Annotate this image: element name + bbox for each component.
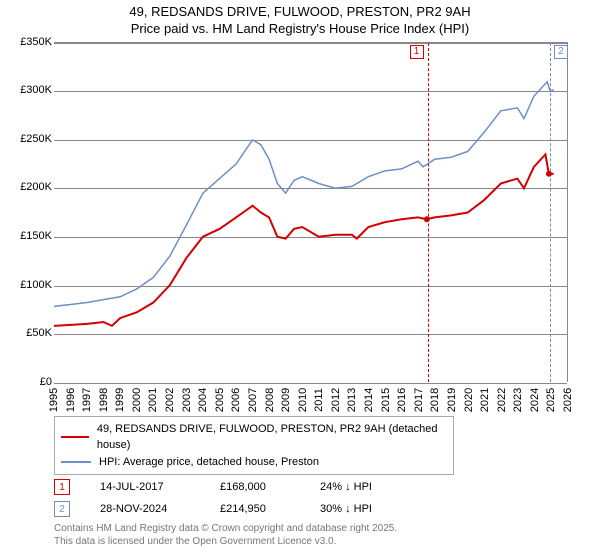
- x-axis-label: 2012: [330, 388, 342, 412]
- marker-box-1: 1: [54, 479, 70, 495]
- x-axis-label: 1999: [114, 388, 126, 412]
- x-axis-label: 1995: [48, 388, 60, 412]
- series-line-1: [54, 82, 554, 307]
- marker-delta-2: 30% ↓ HPI: [320, 503, 410, 515]
- marker-delta-1: 24% ↓ HPI: [320, 481, 410, 493]
- marker-row-1: 1 14-JUL-2017 £168,000 24% ↓ HPI: [54, 479, 592, 495]
- x-axis-label: 2004: [197, 388, 209, 412]
- chart-area: £0£50K£100K£150K£200K£250K£300K£350K 12 …: [8, 42, 568, 412]
- attribution: Contains HM Land Registry data © Crown c…: [54, 523, 592, 548]
- x-axis-label: 2016: [396, 388, 408, 412]
- x-axis-label: 2011: [313, 388, 325, 412]
- x-axis-label: 2015: [380, 388, 392, 412]
- x-axis-label: 1998: [98, 388, 110, 412]
- marker-table: 1 14-JUL-2017 £168,000 24% ↓ HPI 2 28-NO…: [54, 479, 592, 517]
- legend-row-series-1: HPI: Average price, detached house, Pres…: [61, 454, 447, 471]
- x-axis-label: 2014: [363, 388, 375, 412]
- x-axis-label: 2006: [230, 388, 242, 412]
- x-axis-label: 2025: [545, 388, 557, 412]
- marker-box-2: 2: [54, 501, 70, 517]
- legend-row-series-0: 49, REDSANDS DRIVE, FULWOOD, PRESTON, PR…: [61, 421, 447, 454]
- x-axis-label: 2020: [463, 388, 475, 412]
- legend-label-1: HPI: Average price, detached house, Pres…: [99, 454, 319, 471]
- legend-label-0: 49, REDSANDS DRIVE, FULWOOD, PRESTON, PR…: [97, 421, 447, 454]
- marker-date-1: 14-JUL-2017: [100, 481, 190, 493]
- x-axis-label: 2026: [562, 388, 574, 412]
- x-axis-label: 2017: [413, 388, 425, 412]
- x-axis-label: 1997: [81, 388, 93, 412]
- y-axis-label: £50K: [8, 327, 52, 339]
- y-axis-label: £100K: [8, 279, 52, 291]
- x-axis-label: 1996: [65, 388, 77, 412]
- legend-swatch-1: [61, 461, 91, 463]
- x-axis-label: 2005: [214, 388, 226, 412]
- x-axis-label: 2021: [479, 388, 491, 412]
- x-axis-label: 2002: [164, 388, 176, 412]
- attribution-line-1: Contains HM Land Registry data © Crown c…: [54, 523, 592, 536]
- title-line-2: Price paid vs. HM Land Registry's House …: [8, 21, 592, 38]
- series-line-0: [54, 154, 554, 325]
- x-axis-label: 2013: [346, 388, 358, 412]
- x-axis-label: 2009: [280, 388, 292, 412]
- x-axis-label: 2019: [446, 388, 458, 412]
- legend-swatch-0: [61, 436, 89, 438]
- x-axis-label: 2018: [429, 388, 441, 412]
- marker-price-1: £168,000: [220, 481, 290, 493]
- x-axis-label: 2001: [147, 388, 159, 412]
- plot: 12: [54, 42, 568, 382]
- x-axis-label: 2007: [247, 388, 259, 412]
- y-axis-label: £300K: [8, 84, 52, 96]
- marker-date-2: 28-NOV-2024: [100, 503, 190, 515]
- x-axis-label: 2008: [264, 388, 276, 412]
- x-axis-label: 2022: [496, 388, 508, 412]
- marker-row-2: 2 28-NOV-2024 £214,950 30% ↓ HPI: [54, 501, 592, 517]
- marker-price-2: £214,950: [220, 503, 290, 515]
- y-axis-label: £250K: [8, 133, 52, 145]
- chart-title: 49, REDSANDS DRIVE, FULWOOD, PRESTON, PR…: [8, 4, 592, 38]
- legend: 49, REDSANDS DRIVE, FULWOOD, PRESTON, PR…: [54, 416, 454, 476]
- x-axis-label: 2003: [181, 388, 193, 412]
- y-axis-label: £0: [8, 376, 52, 388]
- x-axis-label: 2023: [512, 388, 524, 412]
- x-axis-label: 2000: [131, 388, 143, 412]
- y-axis-label: £150K: [8, 230, 52, 242]
- y-axis-label: £350K: [8, 36, 52, 48]
- y-axis-label: £200K: [8, 181, 52, 193]
- x-axis-label: 2024: [529, 388, 541, 412]
- x-axis-label: 2010: [297, 388, 309, 412]
- attribution-line-2: This data is licensed under the Open Gov…: [54, 536, 592, 549]
- title-line-1: 49, REDSANDS DRIVE, FULWOOD, PRESTON, PR…: [8, 4, 592, 21]
